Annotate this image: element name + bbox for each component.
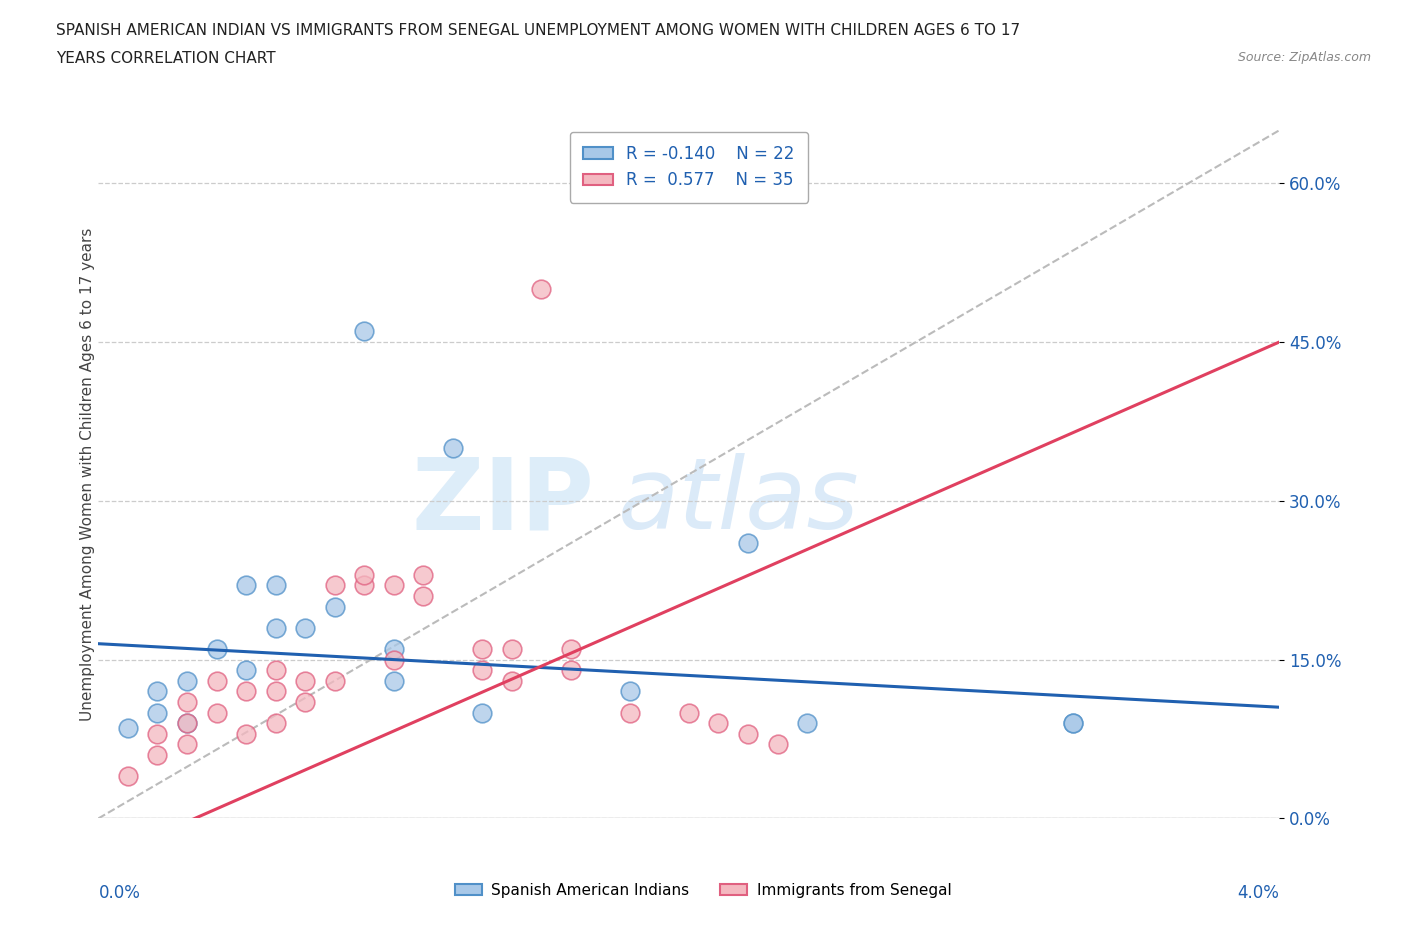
- Point: [619, 684, 641, 698]
- Point: [294, 673, 316, 688]
- Point: [530, 282, 553, 297]
- Point: [412, 567, 434, 582]
- Text: ZIP: ZIP: [412, 453, 595, 551]
- Point: [1062, 716, 1084, 731]
- Point: [264, 716, 287, 731]
- Point: [560, 663, 582, 678]
- Point: [382, 652, 405, 667]
- Point: [235, 684, 257, 698]
- Point: [205, 705, 228, 720]
- Point: [1062, 716, 1084, 731]
- Point: [205, 673, 228, 688]
- Point: [117, 721, 139, 736]
- Point: [441, 441, 464, 456]
- Point: [294, 695, 316, 710]
- Point: [382, 578, 405, 593]
- Point: [560, 642, 582, 657]
- Point: [264, 684, 287, 698]
- Point: [176, 716, 198, 731]
- Y-axis label: Unemployment Among Women with Children Ages 6 to 17 years: Unemployment Among Women with Children A…: [80, 228, 94, 721]
- Point: [176, 695, 198, 710]
- Point: [501, 673, 523, 688]
- Point: [176, 737, 198, 751]
- Point: [471, 705, 494, 720]
- Legend: Spanish American Indians, Immigrants from Senegal: Spanish American Indians, Immigrants fro…: [449, 877, 957, 904]
- Point: [294, 620, 316, 635]
- Point: [264, 663, 287, 678]
- Text: atlas: atlas: [619, 453, 859, 551]
- Text: Source: ZipAtlas.com: Source: ZipAtlas.com: [1237, 51, 1371, 64]
- Point: [737, 536, 759, 551]
- Point: [412, 589, 434, 604]
- Point: [471, 642, 494, 657]
- Point: [353, 567, 375, 582]
- Point: [353, 324, 375, 339]
- Point: [471, 663, 494, 678]
- Point: [146, 705, 169, 720]
- Point: [382, 642, 405, 657]
- Point: [501, 642, 523, 657]
- Point: [766, 737, 789, 751]
- Point: [146, 726, 169, 741]
- Point: [146, 748, 169, 763]
- Legend: R = -0.140    N = 22, R =  0.577    N = 35: R = -0.140 N = 22, R = 0.577 N = 35: [569, 132, 808, 203]
- Point: [146, 684, 169, 698]
- Point: [382, 673, 405, 688]
- Point: [678, 705, 700, 720]
- Point: [323, 599, 346, 614]
- Point: [176, 716, 198, 731]
- Point: [353, 578, 375, 593]
- Point: [205, 642, 228, 657]
- Point: [117, 768, 139, 783]
- Point: [176, 673, 198, 688]
- Point: [264, 578, 287, 593]
- Point: [235, 663, 257, 678]
- Text: SPANISH AMERICAN INDIAN VS IMMIGRANTS FROM SENEGAL UNEMPLOYMENT AMONG WOMEN WITH: SPANISH AMERICAN INDIAN VS IMMIGRANTS FR…: [56, 23, 1021, 38]
- Point: [796, 716, 818, 731]
- Point: [323, 578, 346, 593]
- Point: [707, 716, 730, 731]
- Point: [323, 673, 346, 688]
- Point: [235, 578, 257, 593]
- Text: YEARS CORRELATION CHART: YEARS CORRELATION CHART: [56, 51, 276, 66]
- Point: [737, 726, 759, 741]
- Point: [264, 620, 287, 635]
- Text: 0.0%: 0.0%: [98, 884, 141, 902]
- Point: [235, 726, 257, 741]
- Point: [619, 705, 641, 720]
- Text: 4.0%: 4.0%: [1237, 884, 1279, 902]
